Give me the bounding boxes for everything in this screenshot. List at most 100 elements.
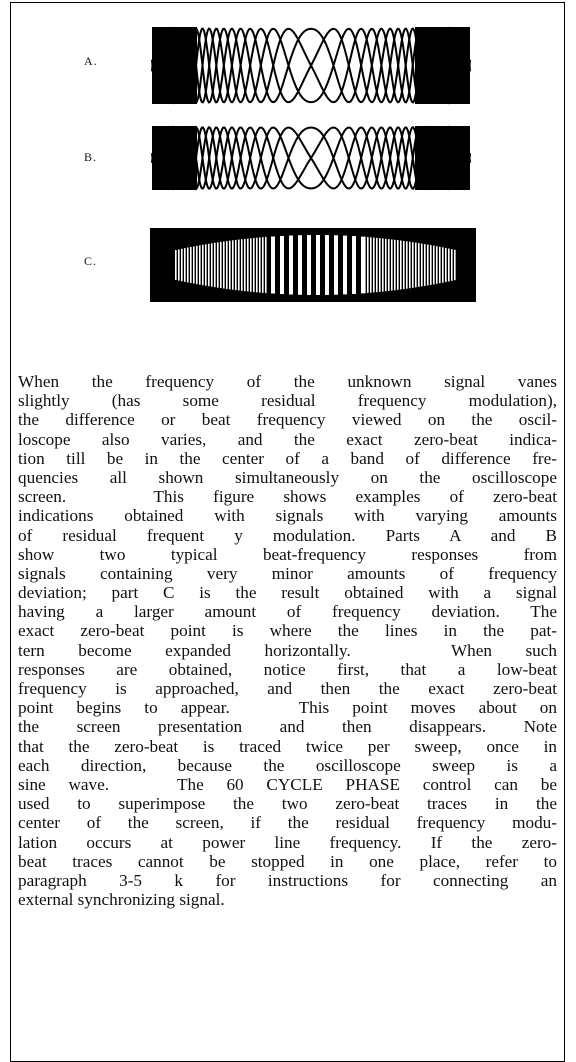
trace <box>445 248 447 282</box>
page: A. B. C. When the frequency of the unkno… <box>0 0 576 1055</box>
trace <box>448 249 450 282</box>
trace <box>244 239 246 291</box>
trace <box>253 238 255 292</box>
trace <box>370 237 372 292</box>
trace <box>388 239 390 291</box>
trace <box>271 236 275 293</box>
trace <box>247 239 249 292</box>
trace <box>391 239 393 290</box>
text-line: external synchronizing signal. <box>18 890 557 909</box>
trace <box>406 241 408 288</box>
figure-label: A. <box>84 54 98 69</box>
trace <box>199 245 201 284</box>
trace <box>178 249 180 280</box>
text-line: screen. This figure shows examples of ze… <box>18 487 557 506</box>
trace <box>262 237 264 293</box>
trace <box>352 236 356 294</box>
trace <box>439 247 441 283</box>
trace <box>442 247 444 282</box>
trace <box>223 241 225 288</box>
trace <box>250 238 252 292</box>
trace <box>376 238 378 292</box>
trace <box>289 236 293 295</box>
trace <box>152 126 197 190</box>
text-line: paragraph 3-5 k for instructions for con… <box>18 871 557 890</box>
trace <box>226 241 228 289</box>
trace <box>415 27 470 104</box>
trace <box>280 236 284 294</box>
trace <box>397 240 399 290</box>
trace <box>256 238 258 293</box>
trace <box>265 237 267 293</box>
trace <box>367 237 369 293</box>
trace <box>418 243 420 287</box>
text-line: loscope also varies, and the exact zero-… <box>18 430 557 449</box>
text-line: each direction, because the oscilloscope… <box>18 756 557 775</box>
trace <box>451 249 453 281</box>
trace <box>430 245 432 285</box>
trace <box>238 240 240 291</box>
trace <box>184 248 186 282</box>
text-line: tern become expanded horizontally. When … <box>18 641 557 660</box>
trace <box>421 244 423 287</box>
text-line: of residual frequent y modulation. Parts… <box>18 526 557 545</box>
trace <box>229 241 231 290</box>
text-line: show two typical beat-frequency response… <box>18 545 557 564</box>
trace <box>259 237 261 292</box>
trace <box>202 245 204 285</box>
trace <box>379 238 381 292</box>
text-line: When the frequency of the unknown signal… <box>18 372 557 391</box>
trace <box>433 246 435 285</box>
text-line: the screen presentation and then disappe… <box>18 717 557 736</box>
text-line: signals containing very minor amounts of… <box>18 564 557 583</box>
figure <box>0 0 576 330</box>
trace <box>334 235 338 294</box>
text-line: lation occurs at power line frequency. I… <box>18 833 557 852</box>
text-line: used to superimpose the two zero-beat tr… <box>18 794 557 813</box>
trace <box>214 243 216 287</box>
trace <box>241 239 243 291</box>
text-line: center of the screen, if the residual fr… <box>18 813 557 832</box>
text-line: exact zero-beat point is where the lines… <box>18 621 557 640</box>
trace <box>373 238 375 293</box>
trace <box>325 235 329 295</box>
text-line: responses are obtained, notice first, th… <box>18 660 557 679</box>
trace <box>412 242 414 288</box>
figure-label: B. <box>84 150 97 165</box>
trace <box>235 240 237 290</box>
trace <box>190 247 192 283</box>
trace <box>316 235 320 295</box>
text-line: that the zero-beat is traced twice per s… <box>18 737 557 756</box>
text-line: frequency is approached, and then the ex… <box>18 679 557 698</box>
trace <box>409 242 411 288</box>
text-line: tion till be in the center of a band of … <box>18 449 557 468</box>
trace <box>385 239 387 292</box>
trace <box>232 240 234 289</box>
trace <box>400 241 402 290</box>
trace <box>298 235 302 295</box>
trace <box>220 242 222 288</box>
trace <box>193 246 195 283</box>
trace <box>427 245 429 286</box>
text-line: indications obtained with signals with v… <box>18 506 557 525</box>
text-line: deviation; part C is the result obtained… <box>18 583 557 602</box>
text-line: having a larger amount of frequency devi… <box>18 602 557 621</box>
text-line: slightly (has some residual frequency mo… <box>18 391 557 410</box>
trace <box>181 249 183 282</box>
trace <box>382 238 384 291</box>
trace <box>415 243 417 288</box>
trace <box>424 244 426 286</box>
text-line: beat traces cannot be stopped in one pla… <box>18 852 557 871</box>
trace <box>436 246 438 284</box>
trace <box>175 250 177 280</box>
trace <box>217 242 219 287</box>
trace <box>205 244 207 285</box>
text-line: the difference or beat frequency viewed … <box>18 410 557 429</box>
trace <box>415 126 470 190</box>
trace <box>208 244 210 286</box>
trace <box>394 240 396 290</box>
text-line: sine wave. The 60 CYCLE PHASE control ca… <box>18 775 557 794</box>
trace <box>364 237 366 293</box>
trace <box>454 250 456 280</box>
figure-label: C. <box>84 254 97 269</box>
